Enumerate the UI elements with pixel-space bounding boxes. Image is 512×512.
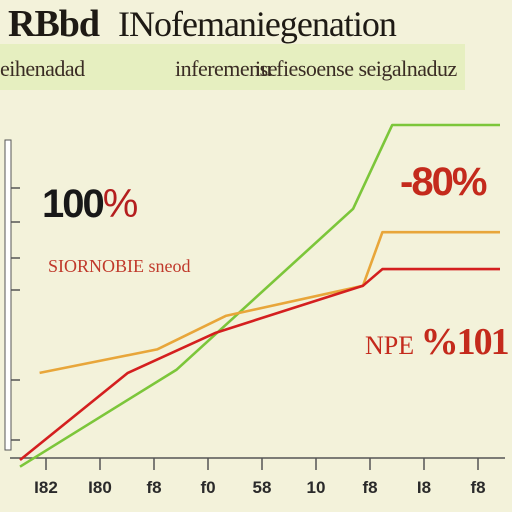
chart-subtitle-part-1: eihenadad <box>0 56 85 81</box>
y-axis-bar <box>4 139 12 451</box>
chart-subtitle-part-2: inferemense <box>175 56 278 81</box>
x-tick-label: f0 <box>200 478 216 497</box>
left-percentage-value: 100 <box>42 182 105 226</box>
x-tick-label: f8 <box>362 478 378 497</box>
subtitle-band <box>0 44 465 90</box>
right-lower-prefix: NPE <box>365 331 415 360</box>
x-tick-label: 10 <box>306 478 326 497</box>
series-line-1 <box>19 123 500 468</box>
left-percentage-sign: % <box>102 182 139 226</box>
x-tick-label: 58 <box>252 478 272 497</box>
x-tick-label: I82 <box>34 478 58 497</box>
chart-title: RBbd INofemaniegenation <box>0 4 512 44</box>
x-tick-label: f8 <box>146 478 162 497</box>
x-tick-label: f8 <box>470 478 486 497</box>
right-lower-value: %101 <box>420 321 510 363</box>
chart-title-part-1: RBbd <box>8 3 100 45</box>
chart-subtitle-part-3: iu fiesoense seigalnaduz <box>255 56 457 81</box>
x-tick-label: I8 <box>416 478 432 497</box>
chart-subtitle: eihenadad inferemense iu fiesoense seiga… <box>0 56 512 82</box>
left-percentage-annotation: 100% <box>42 182 139 227</box>
chart-title-part-2: INofemaniegenation <box>118 4 397 44</box>
right-lower-annotation: NPE %101 <box>365 320 510 364</box>
right-percentage-annotation: -80% <box>400 160 487 204</box>
series-line-2 <box>39 230 500 375</box>
series-line-3 <box>19 267 500 462</box>
left-note-annotation: SIORNOBIE sneod <box>48 256 191 276</box>
x-tick-label: I80 <box>88 478 112 497</box>
